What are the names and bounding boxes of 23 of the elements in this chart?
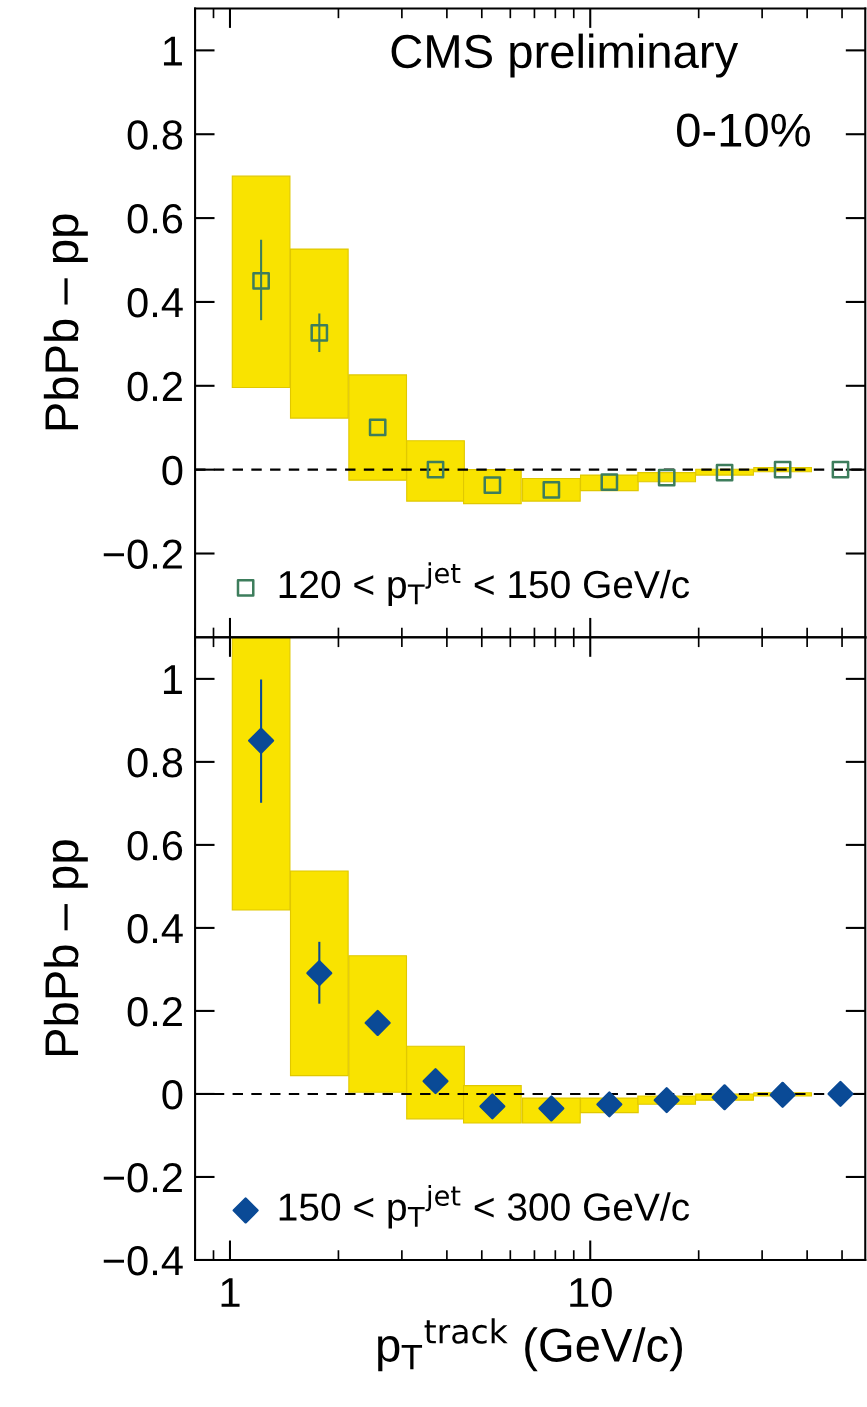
annotation: CMS preliminary [391,33,739,78]
y-tick-label: 0.2 [127,371,182,402]
y-tick-label: 0.6 [127,830,183,861]
annotation: 0-10% [677,113,810,147]
y-tick-label: −0.2 [103,539,182,570]
y-tick-label: −0.4 [103,1245,183,1276]
y-tick-label: 0.8 [127,120,183,150]
legend-label: 120 < p$_{T}$$^{jet}$ < 150 GeV/c [279,562,690,606]
y-tick-label: 0.4 [127,287,183,318]
y-tick-label: 0.4 [127,913,183,944]
y-tick-label: 0.6 [127,204,183,234]
y-tick-label: 0 [162,1079,183,1110]
y-tick-label: 0.8 [127,747,183,778]
y-tick-label: 0 [162,455,183,486]
y-axis-title: PbPb – pp [43,840,88,1056]
y-tick-label: 0.2 [127,996,182,1027]
y-tick-label: 1 [163,665,182,694]
legend-label: 150 < p$_{T}$$^{jet}$ < 300 GeV/c [279,1184,690,1229]
x-tick-label: 10 [570,1277,612,1308]
y-axis-title: PbPb – pp [43,214,88,430]
y-tick-label: −0.2 [103,1162,182,1193]
y-tick-label: 1 [163,36,182,66]
x-axis-title: p$_{T}$$^{track}$ (GeV/c) [378,1318,682,1372]
